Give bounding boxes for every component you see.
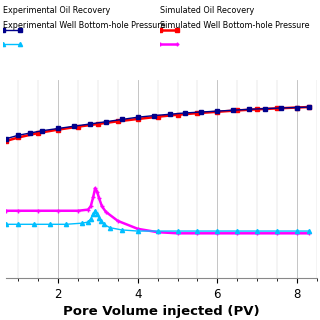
Text: Simulated Oil Recovery: Simulated Oil Recovery <box>160 6 254 15</box>
Text: Experimental Oil Recovery: Experimental Oil Recovery <box>3 6 110 15</box>
X-axis label: Pore Volume injected (PV): Pore Volume injected (PV) <box>63 305 260 318</box>
Text: Simulated Well Bottom-hole Pressure: Simulated Well Bottom-hole Pressure <box>160 21 309 30</box>
Text: Experimental Well Bottom-hole Pressure: Experimental Well Bottom-hole Pressure <box>3 21 166 30</box>
